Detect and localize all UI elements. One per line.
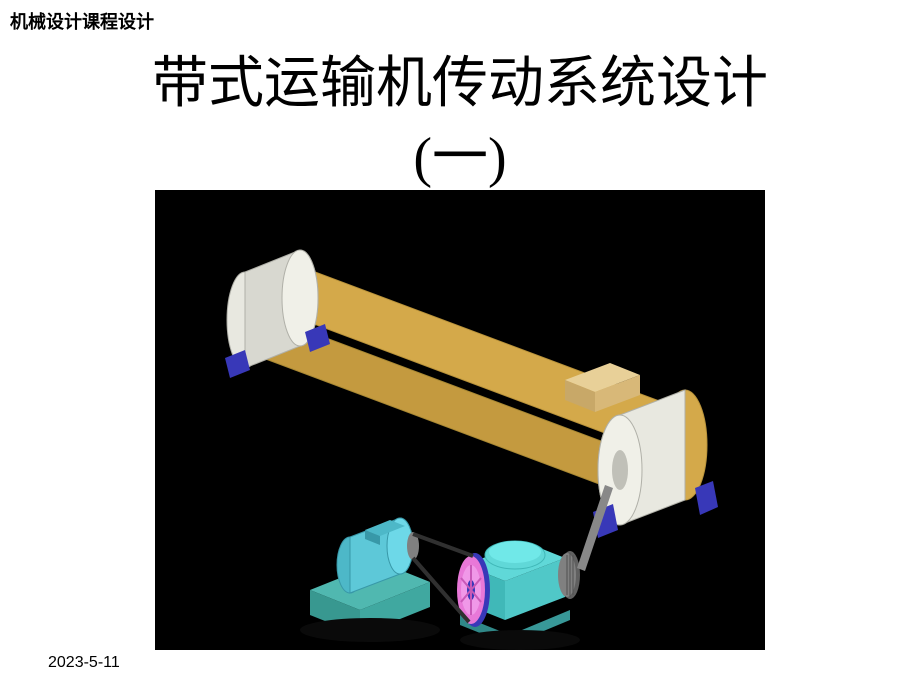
page-title-line2: (一)	[0, 112, 920, 193]
course-label: 机械设计课程设计	[10, 8, 154, 34]
page-title-line1: 带式运输机传动系统设计	[0, 38, 920, 119]
conveyor-diagram	[155, 190, 765, 650]
conveyor-3d-render-icon	[155, 190, 765, 650]
date-footer: 2023-5-11	[48, 654, 120, 672]
